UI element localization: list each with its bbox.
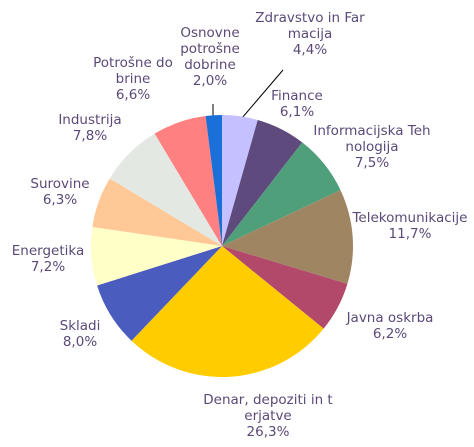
pie-slice bbox=[90, 226, 222, 286]
category-label: Telekomunikacije bbox=[352, 210, 468, 226]
value-label: 6,1% bbox=[279, 104, 315, 120]
slice-label: Potrošne dobrine 6,6% bbox=[93, 55, 173, 103]
pie-slice bbox=[222, 142, 341, 246]
slice-label: Surovine 6,3% bbox=[20, 176, 100, 208]
category-label: Finance bbox=[271, 88, 323, 104]
pie-slice bbox=[222, 246, 348, 329]
slice-label: Energetika 7,2% bbox=[3, 243, 93, 275]
value-label: 8,0% bbox=[62, 334, 98, 350]
category-label: Denar, depoziti in terjatve bbox=[203, 392, 333, 424]
value-label: 7,5% bbox=[354, 155, 390, 171]
value-label: 6,6% bbox=[115, 87, 151, 103]
slice-label: Zdravstvo in Farmacija 4,4% bbox=[255, 10, 365, 58]
slice-label: Skladi 8,0% bbox=[50, 318, 110, 350]
pie-slice bbox=[205, 115, 222, 246]
pie-slice bbox=[222, 119, 303, 246]
slice-label: Telekomunikacije 11,7% bbox=[349, 210, 471, 242]
category-label: Informacijska Tehnologija bbox=[313, 123, 431, 155]
slice-label: Javna oskrba 6,2% bbox=[335, 310, 445, 342]
pie-slice bbox=[109, 133, 222, 246]
category-label: Zdravstvo in Farmacija bbox=[255, 10, 365, 42]
value-label: 26,3% bbox=[246, 424, 290, 440]
value-label: 6,2% bbox=[372, 326, 408, 342]
category-label: Potrošne dobrine bbox=[93, 55, 173, 87]
leader-line bbox=[241, 69, 284, 119]
value-label: 2,0% bbox=[192, 73, 228, 89]
pie-slice bbox=[154, 116, 222, 246]
pie-slice bbox=[92, 178, 222, 246]
category-label: Energetika bbox=[11, 243, 85, 259]
category-label: Surovine bbox=[30, 176, 90, 192]
pie-slice bbox=[222, 190, 353, 284]
value-label: 11,7% bbox=[388, 226, 432, 242]
category-label: Javna oskrba bbox=[346, 310, 434, 326]
slice-label: Industrija 7,8% bbox=[45, 112, 135, 144]
category-label: Skladi bbox=[59, 318, 101, 334]
pie-slice bbox=[222, 115, 258, 246]
value-label: 4,4% bbox=[292, 42, 328, 58]
slice-label: Osnovne potrošne dobrine 2,0% bbox=[174, 25, 246, 89]
pie-slice bbox=[97, 246, 222, 341]
value-label: 7,2% bbox=[30, 259, 66, 275]
category-label: Osnovne potrošne dobrine bbox=[180, 25, 240, 73]
value-label: 6,3% bbox=[42, 192, 78, 208]
slice-label: Informacijska Tehnologija 7,5% bbox=[312, 123, 432, 171]
pie-slice bbox=[131, 246, 324, 377]
value-label: 7,8% bbox=[72, 128, 108, 144]
slice-label: Denar, depoziti in terjatve 26,3% bbox=[203, 392, 333, 440]
category-label: Industrija bbox=[58, 112, 122, 128]
slice-label: Finance 6,1% bbox=[262, 88, 332, 120]
